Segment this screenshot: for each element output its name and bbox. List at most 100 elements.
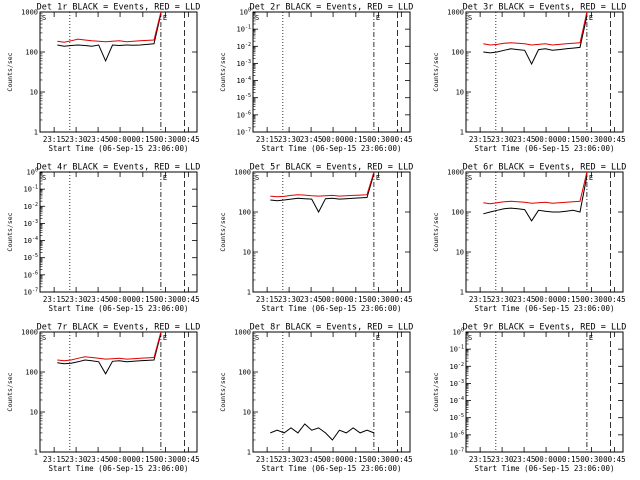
x-tick-label: 23:45 bbox=[87, 295, 110, 304]
events-series-line bbox=[270, 173, 375, 214]
y-axis-label: Counts/sec bbox=[219, 372, 227, 411]
x-tick-label: 00:00 bbox=[535, 455, 558, 464]
y-tick-label: 100 bbox=[451, 209, 464, 217]
y-tick-label: 1000 bbox=[21, 329, 38, 337]
y-tick-label: 10-5 bbox=[450, 413, 464, 422]
events-series-line bbox=[57, 333, 162, 375]
y-tick-label: 10-1 bbox=[237, 25, 251, 34]
x-tick-label: 23:15 bbox=[256, 455, 279, 464]
y-tick-label: 1000 bbox=[234, 169, 251, 177]
y-axis-label: Counts/sec bbox=[6, 372, 14, 411]
lld-series-line bbox=[483, 11, 588, 46]
y-tick-label: 10 bbox=[456, 249, 464, 257]
x-tick-label: 23:45 bbox=[513, 135, 536, 144]
y-tick-label: 100 bbox=[451, 49, 464, 57]
x-tick-label: 00:45 bbox=[390, 455, 413, 464]
end-label: E bbox=[589, 14, 593, 22]
lld-series-line bbox=[57, 331, 162, 362]
start-label: S bbox=[255, 14, 259, 22]
x-tick-label: 23:15 bbox=[256, 295, 279, 304]
x-tick-label: 00:30 bbox=[367, 295, 390, 304]
x-tick-label: 00:45 bbox=[177, 135, 200, 144]
x-tick-label: 23:30 bbox=[491, 455, 514, 464]
events-series-line bbox=[483, 15, 588, 66]
x-tick-label: 00:00 bbox=[109, 455, 132, 464]
y-tick-label: 1 bbox=[34, 449, 38, 457]
y-axis-label: Counts/sec bbox=[432, 52, 440, 91]
lld-series-line bbox=[270, 171, 375, 198]
y-tick-label: 10 bbox=[30, 89, 38, 97]
x-tick-label: 00:45 bbox=[603, 295, 626, 304]
x-tick-label: 23:45 bbox=[87, 455, 110, 464]
y-tick-label: 10-5 bbox=[237, 93, 251, 102]
lld-series-line bbox=[57, 11, 162, 43]
x-tick-label: 00:30 bbox=[580, 455, 603, 464]
y-tick-label: 10-1 bbox=[450, 345, 464, 354]
x-axis-label: Start Time (06-Sep-15 23:06:00) bbox=[49, 144, 189, 153]
x-axis-label: Start Time (06-Sep-15 23:06:00) bbox=[475, 304, 615, 313]
x-tick-label: 00:45 bbox=[177, 455, 200, 464]
end-label: E bbox=[376, 174, 380, 182]
end-label: E bbox=[163, 14, 167, 22]
x-tick-label: 00:30 bbox=[367, 455, 390, 464]
x-tick-label: 00:00 bbox=[535, 135, 558, 144]
x-tick-label: 23:45 bbox=[300, 295, 323, 304]
x-tick-label: 23:30 bbox=[278, 455, 301, 464]
end-label: E bbox=[163, 334, 167, 342]
x-tick-label: 23:30 bbox=[65, 295, 88, 304]
y-tick-label: 1000 bbox=[447, 9, 464, 17]
x-tick-label: 00:00 bbox=[109, 135, 132, 144]
y-tick-label: 10-6 bbox=[237, 110, 251, 119]
y-tick-label: 10-2 bbox=[450, 362, 464, 371]
plot-frame bbox=[465, 331, 624, 453]
x-tick-label: 00:15 bbox=[132, 135, 155, 144]
plot-frame bbox=[465, 171, 624, 293]
y-tick-label: 10 bbox=[243, 409, 251, 417]
plot-frame bbox=[465, 11, 624, 133]
y-axis-label: Counts/sec bbox=[6, 52, 14, 91]
end-label: E bbox=[376, 14, 380, 22]
x-tick-label: 23:30 bbox=[491, 135, 514, 144]
events-series-line bbox=[57, 13, 162, 63]
y-tick-label: 10-7 bbox=[450, 448, 464, 457]
x-tick-label: 23:30 bbox=[65, 135, 88, 144]
x-tick-label: 23:15 bbox=[469, 455, 492, 464]
panel-title: Det 2r BLACK = Events, RED = LLD bbox=[250, 3, 414, 13]
y-tick-label: 10 bbox=[30, 409, 38, 417]
y-tick-label: 100 bbox=[25, 49, 38, 57]
y-axis-label: Counts/sec bbox=[219, 212, 227, 251]
y-axis-label: Counts/sec bbox=[219, 52, 227, 91]
events-series-line bbox=[270, 423, 375, 441]
x-tick-label: 23:30 bbox=[491, 295, 514, 304]
x-axis-label: Start Time (06-Sep-15 23:06:00) bbox=[262, 304, 402, 313]
x-tick-label: 00:15 bbox=[132, 295, 155, 304]
y-tick-label: 10-2 bbox=[24, 202, 38, 211]
x-axis-label: Start Time (06-Sep-15 23:06:00) bbox=[49, 464, 189, 473]
panel-title: Det 8r BLACK = Events, RED = LLD bbox=[250, 323, 414, 333]
plot-frame bbox=[252, 11, 411, 133]
x-tick-label: 00:30 bbox=[154, 455, 177, 464]
y-tick-label: 1 bbox=[34, 129, 38, 137]
y-tick-label: 10-3 bbox=[450, 379, 464, 388]
x-tick-label: 23:45 bbox=[513, 295, 536, 304]
x-tick-label: 00:30 bbox=[580, 135, 603, 144]
x-tick-label: 23:30 bbox=[65, 455, 88, 464]
x-tick-label: 00:30 bbox=[154, 295, 177, 304]
y-tick-label: 100 bbox=[238, 369, 251, 377]
y-tick-label: 1000 bbox=[447, 169, 464, 177]
start-label: S bbox=[468, 334, 472, 342]
y-tick-label: 100 bbox=[240, 8, 251, 17]
x-tick-label: 00:45 bbox=[177, 295, 200, 304]
y-axis-label: Counts/sec bbox=[432, 212, 440, 251]
y-tick-label: 100 bbox=[27, 168, 38, 177]
y-tick-label: 100 bbox=[25, 369, 38, 377]
lld-series-line bbox=[483, 171, 588, 205]
x-tick-label: 23:30 bbox=[278, 295, 301, 304]
x-tick-label: 23:45 bbox=[300, 455, 323, 464]
x-tick-label: 00:30 bbox=[154, 135, 177, 144]
x-tick-label: 00:45 bbox=[603, 455, 626, 464]
